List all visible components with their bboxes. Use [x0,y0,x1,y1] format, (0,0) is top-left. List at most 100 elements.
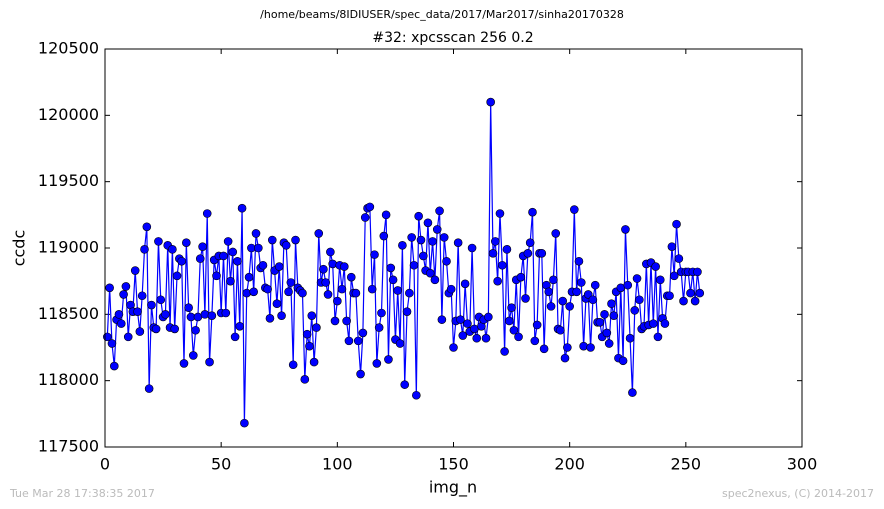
data-point [307,311,317,320]
data-point [530,336,540,346]
data-point [258,260,268,270]
x-tick-label: 0 [100,455,110,474]
data-point [586,343,595,352]
data-point [604,339,614,348]
data-point [156,295,166,305]
data-point [360,213,370,222]
data-point [319,264,328,274]
data-point [265,314,275,323]
data-point [590,280,600,290]
data-point [618,356,628,366]
data-point [351,288,361,298]
data-point [400,380,410,389]
data-point [184,303,193,313]
data-point [579,341,588,351]
data-point [344,336,354,346]
data-point [233,256,242,266]
data-point [393,286,403,295]
data-point [277,311,286,320]
data-point [346,272,356,282]
y-tick-label: 119500 [38,171,99,190]
data-point [388,275,398,285]
data-point [607,299,616,309]
data-point [170,324,179,334]
x-axis-label: img_n [429,478,477,498]
data-point [588,295,598,305]
data-point [460,279,470,289]
data-point [516,272,526,282]
data-point [302,329,312,339]
data-point [291,235,300,245]
data-point [384,355,393,364]
data-point [398,241,407,250]
data-point [281,241,291,250]
data-point [356,369,365,379]
data-point [323,290,333,299]
x-tick-label: 200 [554,455,585,474]
data-point [177,256,186,266]
data-point [488,249,498,258]
data-point [119,290,128,299]
data-point [504,316,514,326]
data-point [412,390,421,400]
data-point [463,319,472,328]
data-point [221,308,231,318]
data-point [486,97,495,107]
data-point [449,343,458,352]
data-point [286,278,296,287]
data-point [570,205,579,214]
data-point [693,267,702,277]
x-tick-label: 100 [322,455,353,474]
data-point [267,235,277,245]
data-point [274,262,284,271]
data-point [105,283,114,293]
data-point [407,233,416,242]
footer-right: spec2nexus, (C) 2014-2017 [722,487,874,500]
data-point [395,339,405,348]
data-point [272,299,282,309]
data-point [539,344,549,354]
data-point [251,229,261,238]
data-point [425,268,435,278]
data-point [188,351,198,360]
data-point [500,347,509,356]
data-point [560,353,570,363]
data-point [497,260,507,270]
data-point [370,250,379,259]
data-point [423,218,433,228]
data-point [514,332,523,342]
data-point [467,243,477,253]
data-point [219,251,228,261]
data-point [298,288,307,298]
data-point [144,384,154,393]
data-point [690,296,700,306]
data-point [300,375,310,384]
data-point [374,323,384,332]
x-tick-label: 50 [211,455,231,474]
data-point [509,325,519,335]
data-point [435,206,444,216]
y-tick-label: 120000 [38,105,99,124]
data-point [179,359,189,368]
data-point [142,222,152,232]
data-point [491,237,500,246]
y-tick-label: 118500 [38,304,99,323]
data-point [437,315,447,324]
data-point [537,249,547,258]
footer-left: Tue Mar 28 17:38:35 2017 [9,487,155,500]
data-point [432,225,442,234]
data-point [147,300,156,310]
data-point [665,291,674,301]
data-point [223,237,233,246]
data-point [635,295,644,305]
data-point [198,242,207,251]
data-point [123,332,133,342]
data-point [551,229,561,238]
data-point [651,262,660,271]
data-point [502,245,512,254]
data-point [353,336,363,346]
data-point [695,288,705,298]
data-point [669,271,679,281]
